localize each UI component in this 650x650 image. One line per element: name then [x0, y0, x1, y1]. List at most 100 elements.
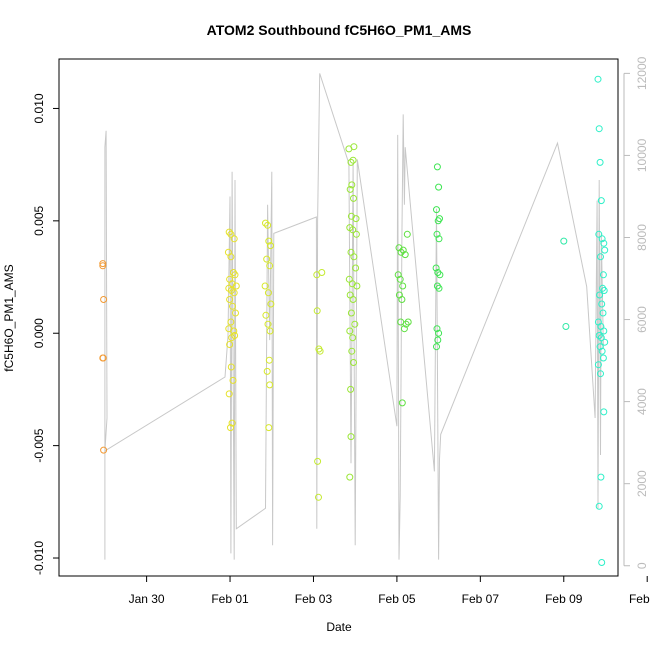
data-point: [597, 370, 604, 378]
data-point: [597, 197, 605, 205]
y-tick-label: -0.005: [32, 428, 46, 462]
y2-tick-label: 0: [635, 562, 649, 569]
data-point: [352, 264, 360, 272]
data-point: [225, 228, 233, 236]
data-point: [99, 262, 107, 270]
data-point: [600, 408, 608, 416]
data-point: [595, 332, 603, 339]
data-point: [400, 325, 408, 333]
data-point: [226, 341, 234, 348]
y2-tick-label: 2000: [635, 470, 649, 497]
data-point: [351, 320, 359, 328]
data-point: [404, 318, 412, 326]
data-point: [231, 332, 239, 339]
data-point: [228, 419, 236, 427]
plot-area: [58, 58, 619, 577]
y-tick-label: 0.000: [32, 318, 46, 348]
data-point: [433, 230, 441, 238]
x-tick-label: Feb 05: [378, 592, 416, 606]
data-point: [433, 325, 441, 333]
data-point: [562, 323, 570, 330]
data-point: [315, 493, 322, 501]
y-tick-label: 0.005: [32, 206, 46, 236]
y2-axis: 0 2000 4000 6000 8000 10000 12000: [623, 56, 649, 569]
data-point: [231, 271, 239, 279]
data-point: [230, 235, 238, 243]
data-point: [598, 559, 606, 566]
data-point: [316, 347, 324, 355]
data-point: [432, 264, 440, 272]
data-point: [262, 219, 269, 227]
data-point: [596, 343, 604, 351]
data-point: [348, 181, 356, 189]
data-point: [227, 230, 235, 238]
data-point: [402, 320, 410, 328]
data-point: [232, 282, 240, 290]
x-tick-label: Feb 11: [629, 592, 650, 606]
data-point: [314, 457, 322, 465]
data-point: [399, 246, 407, 254]
data-point: [266, 262, 274, 270]
data-point: [433, 163, 441, 171]
secondary-line: [104, 73, 604, 560]
y2-tick-label: 4000: [635, 388, 649, 415]
data-point: [266, 381, 274, 389]
data-point: [225, 390, 233, 398]
data-point: [434, 336, 442, 344]
y2-tick-label: 12000: [635, 56, 649, 90]
data-point: [350, 194, 357, 202]
data-point: [263, 255, 271, 263]
data-point: [346, 185, 354, 193]
data-point: [597, 473, 605, 481]
data-point: [434, 217, 442, 225]
data-point: [346, 473, 354, 481]
data-point: [594, 75, 602, 83]
data-point: [397, 248, 405, 256]
data-point: [403, 230, 411, 238]
data-point: [229, 376, 237, 384]
data-point: [596, 291, 604, 299]
data-point: [346, 327, 354, 335]
data-point: [560, 237, 568, 245]
data-point: [264, 320, 272, 328]
x-tick-label: Feb 01: [211, 592, 249, 606]
data-point: [435, 235, 443, 243]
data-point: [348, 347, 356, 355]
data-point: [600, 239, 608, 247]
data-point: [597, 334, 605, 342]
chart-title: ATOM2 Southbound fC5H6O_PM1_AMS: [207, 22, 472, 38]
data-point: [436, 271, 444, 279]
data-point: [394, 271, 402, 279]
data-point: [262, 311, 270, 319]
data-point: [595, 125, 603, 133]
x-axis: Jan 30 Feb 01 Feb 03 Feb 05 Feb 07 Feb 09 Feb …: [129, 576, 650, 606]
data-point: [261, 282, 269, 290]
data-point: [350, 143, 358, 151]
data-point: [598, 300, 606, 308]
data-point: [265, 356, 273, 364]
y2-tick-label: 8000: [635, 224, 649, 251]
data-point: [230, 289, 238, 297]
data-point: [435, 183, 443, 191]
data-point: [264, 221, 272, 229]
data-point: [600, 327, 608, 335]
secondary-trace: [104, 73, 604, 560]
data-point: [433, 206, 440, 214]
data-point: [318, 269, 326, 276]
data-point: [599, 309, 607, 317]
data-point: [399, 282, 407, 290]
data-point: [100, 446, 108, 454]
data-point: [313, 307, 321, 315]
data-point: [601, 246, 609, 254]
data-point: [100, 296, 108, 303]
data-point: [229, 302, 236, 310]
x-axis-label: Date: [326, 620, 352, 634]
data-point: [226, 296, 234, 303]
x-tick-label: Feb 03: [295, 592, 333, 606]
data-point: [352, 215, 360, 223]
data-point: [594, 361, 602, 369]
data-point: [227, 424, 234, 432]
y-axis: -0.010 -0.005 0.000 0.005 0.010: [32, 93, 59, 575]
data-point: [99, 260, 107, 268]
data-point: [396, 275, 404, 283]
